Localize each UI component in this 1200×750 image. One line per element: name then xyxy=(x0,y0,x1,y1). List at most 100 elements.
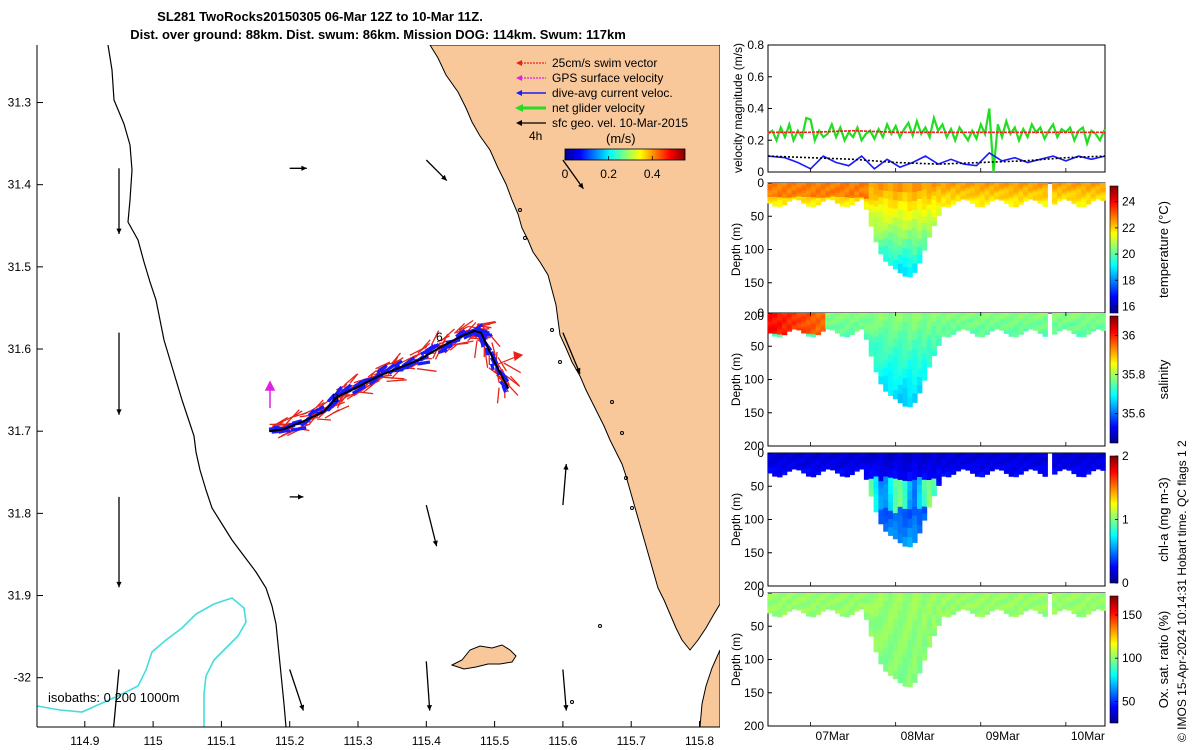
section-cell xyxy=(849,317,855,320)
section-cell xyxy=(781,328,788,331)
section-cell xyxy=(965,189,971,192)
section-cell xyxy=(830,191,836,194)
section-cell xyxy=(825,327,831,330)
sfc-geostrophic-arrowhead xyxy=(578,182,584,189)
section-cell xyxy=(777,315,783,319)
section-cell xyxy=(994,453,1000,456)
section-cell xyxy=(830,466,836,469)
section-cell xyxy=(1095,186,1101,189)
section-cell xyxy=(835,321,841,324)
section-cell xyxy=(1071,453,1077,456)
section-cell xyxy=(839,455,846,459)
section-cell xyxy=(878,628,884,636)
section-cell xyxy=(917,376,923,386)
section-cell xyxy=(1028,191,1034,194)
section-cell xyxy=(1018,472,1024,475)
section-cell xyxy=(849,323,855,327)
section-cell xyxy=(767,609,773,612)
colorbar-tick-label: 1 xyxy=(1122,513,1129,527)
section-cell xyxy=(994,317,1000,320)
section-cell xyxy=(786,318,793,321)
section-cell xyxy=(835,461,841,464)
section-cell xyxy=(984,453,990,456)
section-cell xyxy=(1042,609,1048,613)
section-cell xyxy=(892,183,899,193)
section-cell xyxy=(854,462,860,465)
section-cell xyxy=(926,469,933,476)
section-cell xyxy=(1037,193,1044,196)
section-cell xyxy=(984,597,990,600)
section-cell xyxy=(907,201,913,212)
section-cell xyxy=(1095,327,1101,330)
section-cell xyxy=(936,453,942,457)
section-cell xyxy=(941,609,947,613)
section-cell xyxy=(974,462,981,466)
section-cell xyxy=(917,199,923,208)
section-cell xyxy=(791,604,797,607)
section-cell xyxy=(1090,314,1097,318)
section-cell xyxy=(999,198,1005,201)
section-cell xyxy=(1013,315,1019,319)
section-cell xyxy=(1095,192,1101,195)
section-cell xyxy=(902,667,908,678)
section-cell xyxy=(921,346,928,354)
section-cell xyxy=(810,317,817,321)
section-cell xyxy=(810,332,817,335)
section-cell xyxy=(999,191,1005,194)
section-cell xyxy=(767,191,773,194)
section-cell xyxy=(921,326,928,334)
section-cell xyxy=(786,458,793,461)
section-cell xyxy=(883,198,889,207)
section-cell xyxy=(786,323,793,327)
section-cell xyxy=(815,187,822,190)
section-cell xyxy=(854,469,860,472)
section-cell xyxy=(786,609,793,612)
section-cell xyxy=(897,313,904,323)
section-cell xyxy=(892,521,899,531)
section-cell xyxy=(984,605,990,609)
section-cell xyxy=(984,455,990,458)
section-cell xyxy=(873,212,879,219)
section-cell xyxy=(912,263,918,273)
section-cell xyxy=(835,323,841,326)
section-cell xyxy=(941,607,947,610)
section-cell xyxy=(1057,321,1063,325)
section-cell xyxy=(791,593,797,596)
section-cell xyxy=(1081,611,1087,615)
section-cell xyxy=(1085,603,1092,607)
section-cell xyxy=(888,486,894,495)
section-cell xyxy=(960,317,966,320)
section-cell xyxy=(863,471,870,475)
section-cell xyxy=(801,601,807,604)
section-cell xyxy=(941,190,947,193)
section-cell xyxy=(777,460,783,464)
section-cell xyxy=(892,461,899,471)
section-cell xyxy=(786,195,793,198)
section-cell xyxy=(1023,469,1029,472)
section-cell xyxy=(781,187,788,190)
section-cell xyxy=(849,198,855,201)
section-cell xyxy=(979,197,986,201)
section-cell xyxy=(974,194,981,198)
section-cell xyxy=(873,500,879,507)
section-cell xyxy=(888,453,894,462)
section-cell xyxy=(1066,461,1072,464)
depth-axis-label: Depth (m) xyxy=(729,493,743,546)
section-cell xyxy=(1023,329,1029,332)
section-cell xyxy=(1037,331,1044,334)
section-cell xyxy=(897,533,904,544)
section-cell xyxy=(835,319,841,322)
section-cell xyxy=(873,354,879,361)
section-cell xyxy=(806,464,812,468)
section-cell xyxy=(830,321,836,324)
section-cell xyxy=(979,472,986,475)
section-cell xyxy=(825,456,831,459)
section-cell xyxy=(1003,609,1010,612)
section-cell xyxy=(854,594,860,598)
section-cell xyxy=(994,454,1000,457)
section-cell xyxy=(1018,601,1024,605)
section-cell xyxy=(965,454,971,457)
section-cell xyxy=(844,453,850,456)
section-cell xyxy=(806,597,812,601)
section-cell xyxy=(1042,597,1048,601)
